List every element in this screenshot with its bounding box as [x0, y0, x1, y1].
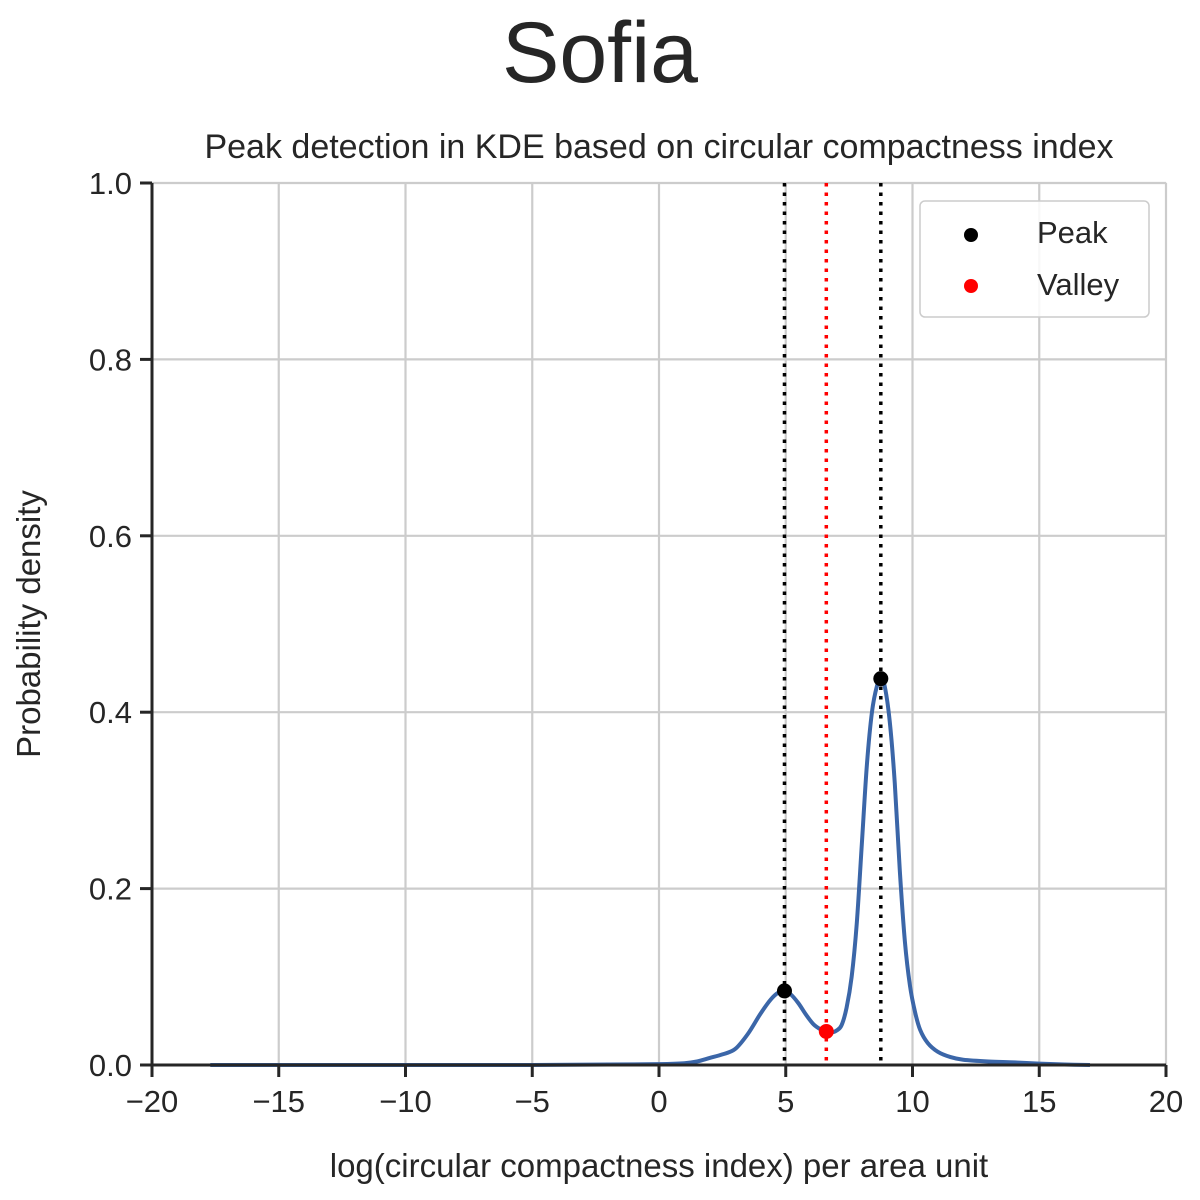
x-tick-label: 0: [650, 1084, 667, 1119]
chart-title: Peak detection in KDE based on circular …: [204, 128, 1113, 166]
marker-points: [776, 671, 889, 1039]
peak-point: [776, 983, 792, 999]
legend-valley-marker: [964, 279, 978, 293]
figure-suptitle: Sofia: [502, 5, 698, 101]
grid: [150, 181, 1168, 1067]
legend-valley-label: Valley: [1037, 267, 1120, 302]
y-axis-label: Probability density: [10, 490, 47, 758]
x-tick-label: 15: [1022, 1084, 1056, 1119]
x-tick-label: 10: [895, 1084, 929, 1119]
legend-peak-label: Peak: [1037, 215, 1108, 250]
y-tick-label: 0.8: [89, 342, 132, 377]
legend: Peak Valley: [919, 200, 1150, 318]
x-tick-label: −10: [379, 1084, 432, 1119]
y-tick-label: 0.2: [89, 872, 132, 907]
vertical-markers: [782, 183, 883, 1065]
x-tick-label: −15: [252, 1084, 305, 1119]
peak-point: [873, 671, 889, 687]
axes: −20 −15 −10 −5 0 5 10 15 20 0.0 0.2 0.4 0.6 0.8 1.0: [89, 166, 1183, 1119]
x-tick-label: −5: [515, 1084, 550, 1119]
y-tick-label: 0.4: [89, 695, 132, 730]
x-axis-label: log(circular compactness index) per area…: [330, 1147, 988, 1184]
x-tick-label: 20: [1149, 1084, 1183, 1119]
y-tick-label: 1.0: [89, 166, 132, 201]
y-tick-label: 0.0: [89, 1048, 132, 1083]
x-tick-label: −20: [126, 1084, 179, 1119]
legend-peak-marker: [964, 228, 978, 242]
valley-point: [818, 1023, 834, 1039]
kde-curve: [210, 676, 1090, 1068]
kde-curve-group: [210, 676, 1090, 1068]
y-tick-label: 0.6: [89, 519, 132, 554]
x-tick-label: 5: [777, 1084, 794, 1119]
